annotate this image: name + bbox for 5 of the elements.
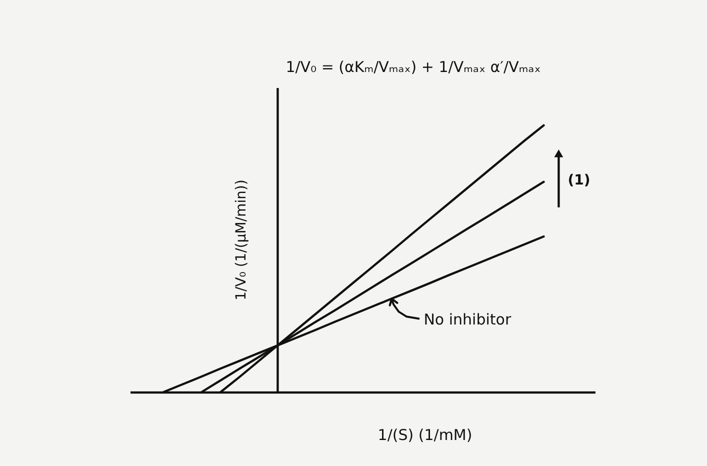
x-axis-title: 1/(S) (1/mM) [378,426,472,444]
series-label: No inhibitor [424,310,512,329]
y-axis-title: 1/V₀ (1/(μM/min)) [234,180,250,300]
text: (1) [568,172,590,188]
chart-title: 1/V₀ = (αKₘ/Vₘₐₓ) + 1/Vₘₐₓ α′/Vₘₐₓ [286,58,541,76]
